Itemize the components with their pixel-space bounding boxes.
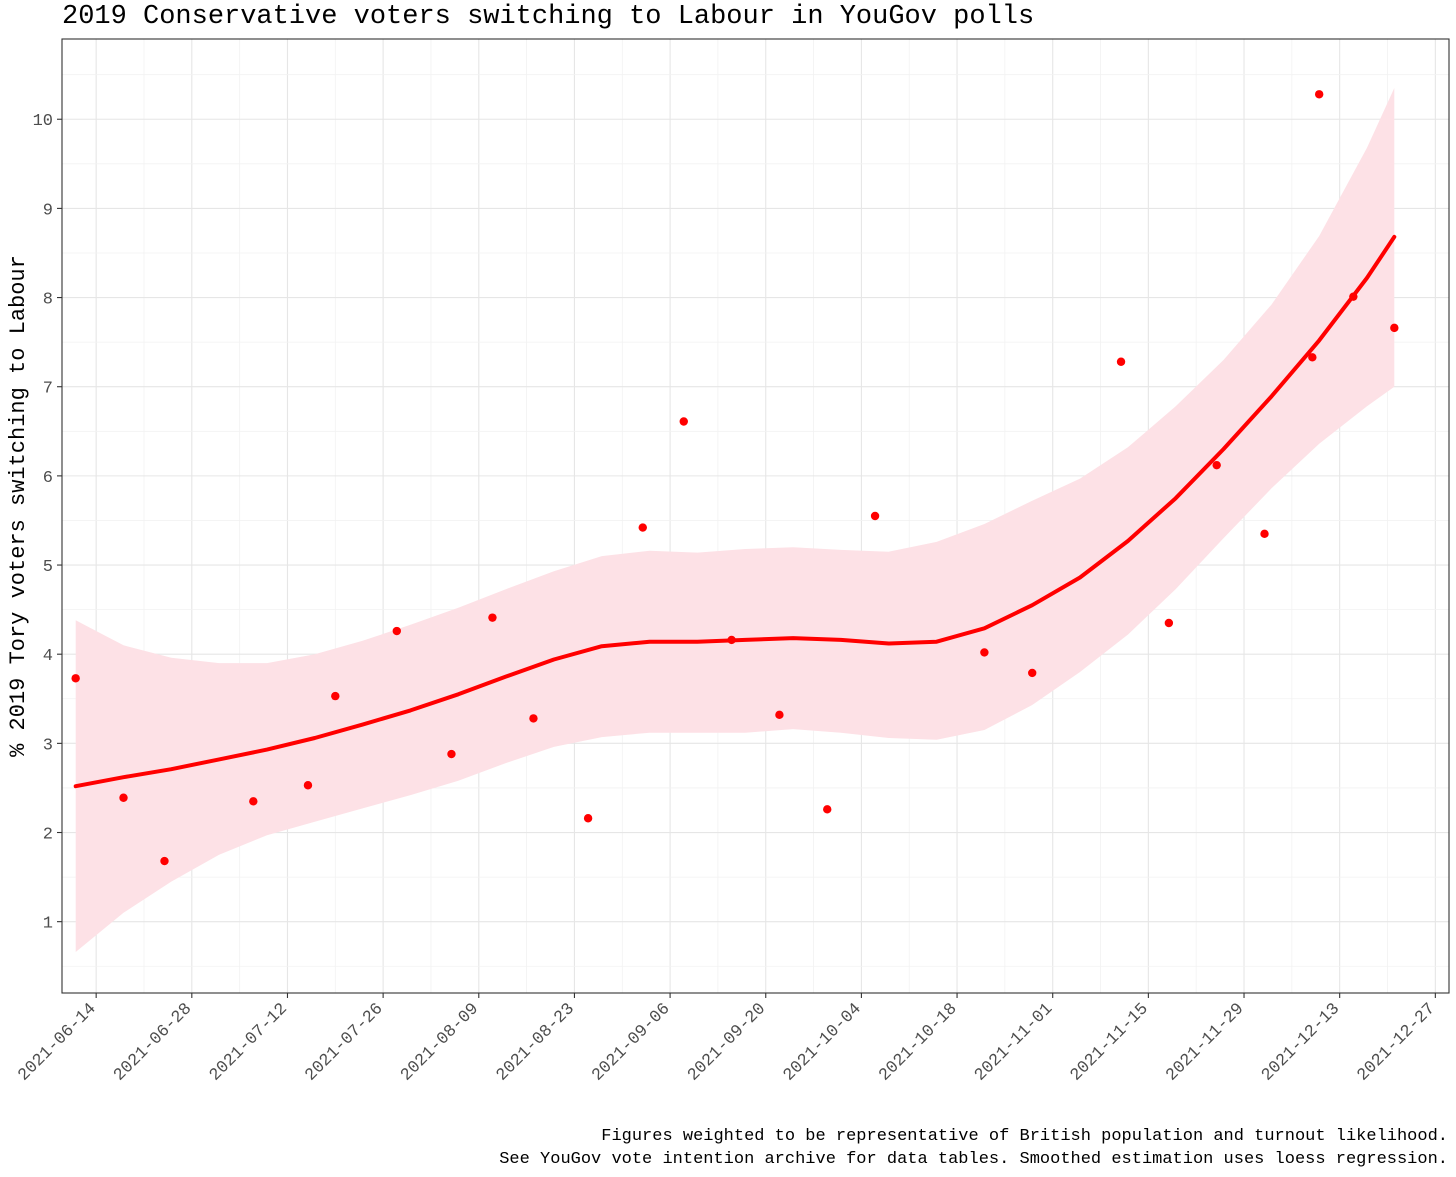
y-tick-label: 3 (43, 736, 53, 755)
y-axis-label: % 2019 Tory voters switching to Labour (6, 255, 31, 757)
data-point (583, 814, 593, 823)
x-tick-label: 2021-10-04 (780, 1000, 866, 1086)
y-tick-label: 1 (43, 915, 53, 934)
y-tick-label: 6 (43, 469, 53, 488)
data-point (71, 674, 80, 683)
data-point (775, 710, 784, 720)
chart-title: 2019 Conservative voters switching to La… (62, 2, 1035, 32)
x-tick-label: 2021-06-14 (15, 1000, 101, 1086)
data-point (331, 691, 340, 701)
data-point (1116, 357, 1126, 366)
data-point (119, 793, 128, 802)
data-point (1028, 668, 1037, 678)
data-point (727, 635, 736, 645)
y-tick-label: 10 (33, 112, 53, 131)
data-points (71, 90, 1399, 866)
y-tick-label: 8 (43, 291, 53, 310)
data-point (529, 714, 538, 723)
caption-line-1: Figures weighted to be representative of… (601, 1127, 1448, 1146)
x-tick-label: 2021-08-23 (493, 1000, 579, 1086)
data-point (160, 856, 169, 866)
caption-line-2: See YouGov vote intention archive for da… (499, 1150, 1448, 1169)
x-tick-label: 2021-07-26 (302, 1000, 388, 1086)
data-point (1314, 90, 1324, 99)
data-point (1260, 529, 1269, 539)
data-point (1390, 323, 1399, 333)
data-point (870, 511, 880, 521)
loess-line (73, 234, 1397, 789)
x-tick-label: 2021-10-18 (876, 1000, 962, 1086)
data-point (392, 626, 401, 636)
confidence-band (75, 88, 1395, 952)
x-tick-label: 2021-12-27 (1354, 1000, 1440, 1086)
data-point (249, 797, 258, 806)
data-point (638, 523, 647, 532)
data-point (447, 749, 456, 759)
x-tick-label: 2021-11-01 (971, 1000, 1057, 1086)
data-point (303, 781, 313, 790)
data-point (1308, 353, 1317, 362)
plot-panel-border (61, 38, 1450, 994)
x-tick-label: 2021-09-20 (684, 1000, 770, 1086)
data-point (488, 613, 497, 622)
x-tick-label: 2021-09-06 (589, 1000, 675, 1086)
data-point (823, 805, 832, 814)
data-point (980, 648, 989, 657)
x-tick-label: 2021-11-15 (1067, 1000, 1153, 1086)
loess-smoothed-line (73, 234, 1397, 789)
y-tick-label: 2 (43, 826, 53, 845)
data-point (1164, 618, 1174, 628)
x-tick-label: 2021-11-29 (1163, 1000, 1249, 1086)
y-tick-label: 4 (43, 647, 53, 666)
y-tick-label: 5 (43, 558, 53, 577)
y-tick-label: 9 (43, 201, 53, 220)
confidence-band-area (75, 88, 1395, 952)
data-point (679, 417, 688, 426)
x-tick-label: 2021-07-12 (206, 1000, 292, 1086)
y-tick-label: 7 (43, 380, 53, 399)
data-point (1349, 292, 1358, 301)
x-tick-label: 2021-08-09 (397, 1000, 483, 1086)
data-point (1212, 460, 1221, 470)
x-tick-label: 2021-12-13 (1258, 1000, 1344, 1086)
x-tick-label: 2021-06-28 (110, 1000, 196, 1086)
